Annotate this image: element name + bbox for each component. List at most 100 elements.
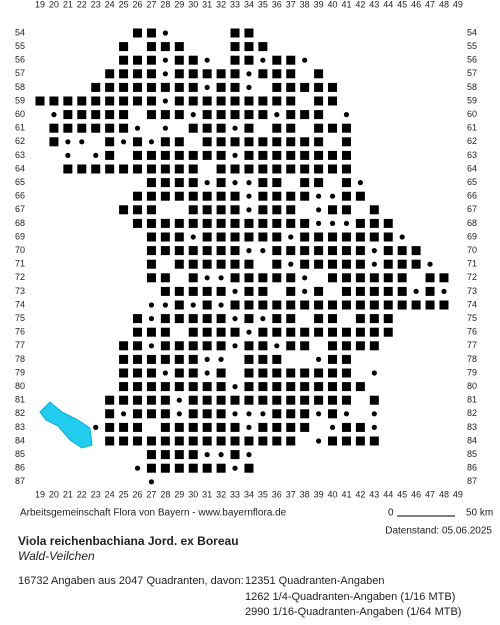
square bbox=[230, 96, 240, 106]
dot bbox=[246, 71, 252, 77]
row-label: 85 bbox=[467, 449, 477, 459]
square bbox=[160, 273, 170, 283]
square bbox=[146, 205, 156, 215]
square bbox=[216, 205, 226, 215]
square bbox=[328, 205, 338, 215]
square bbox=[188, 55, 198, 65]
square bbox=[160, 150, 170, 160]
dot bbox=[302, 275, 308, 281]
square bbox=[244, 55, 254, 65]
square bbox=[91, 82, 101, 92]
dot bbox=[246, 207, 252, 213]
dot bbox=[232, 343, 238, 349]
square bbox=[411, 246, 421, 256]
column-label: 35 bbox=[258, 0, 268, 9]
square bbox=[272, 354, 282, 364]
column-label: 41 bbox=[341, 489, 351, 499]
square bbox=[188, 341, 198, 351]
dot bbox=[260, 411, 266, 417]
square bbox=[230, 395, 240, 405]
square bbox=[202, 110, 212, 120]
column-label: 32 bbox=[216, 489, 226, 499]
square bbox=[160, 327, 170, 337]
square bbox=[230, 42, 240, 52]
square bbox=[314, 327, 324, 337]
row-label: 83 bbox=[467, 422, 477, 432]
dot bbox=[371, 261, 377, 267]
square bbox=[105, 123, 115, 133]
summary-line: 1262 1/4-Quadranten-Angaben (1/16 MTB) bbox=[245, 591, 455, 603]
square bbox=[188, 259, 198, 269]
square bbox=[146, 150, 156, 160]
square bbox=[355, 382, 365, 392]
column-label: 37 bbox=[286, 0, 296, 9]
square bbox=[397, 246, 407, 256]
square bbox=[341, 259, 351, 269]
square bbox=[77, 164, 87, 174]
square bbox=[49, 123, 59, 133]
square bbox=[146, 382, 156, 392]
square bbox=[160, 286, 170, 296]
column-label: 38 bbox=[300, 489, 310, 499]
square bbox=[314, 259, 324, 269]
square bbox=[355, 246, 365, 256]
square bbox=[174, 55, 184, 65]
square bbox=[216, 218, 226, 228]
row-label: 85 bbox=[15, 449, 25, 459]
square bbox=[244, 368, 254, 378]
square bbox=[369, 341, 379, 351]
square bbox=[328, 368, 338, 378]
row-label: 82 bbox=[15, 408, 25, 418]
dot bbox=[246, 248, 252, 254]
dot bbox=[246, 424, 252, 430]
square bbox=[383, 246, 393, 256]
square bbox=[119, 422, 129, 432]
square bbox=[77, 110, 87, 120]
dot bbox=[316, 193, 322, 199]
square bbox=[119, 368, 129, 378]
square bbox=[216, 110, 226, 120]
row-label: 56 bbox=[467, 55, 477, 65]
square bbox=[286, 286, 296, 296]
square bbox=[174, 164, 184, 174]
column-label: 34 bbox=[244, 489, 254, 499]
square bbox=[188, 436, 198, 446]
square bbox=[244, 300, 254, 310]
square bbox=[397, 300, 407, 310]
square bbox=[383, 259, 393, 269]
square bbox=[258, 341, 268, 351]
square bbox=[314, 286, 324, 296]
dot bbox=[148, 316, 155, 322]
square bbox=[133, 164, 143, 174]
square bbox=[300, 422, 310, 432]
column-label: 49 bbox=[453, 0, 463, 9]
dot bbox=[288, 234, 294, 240]
square bbox=[355, 341, 365, 351]
square bbox=[35, 96, 45, 106]
square bbox=[174, 137, 184, 147]
dot bbox=[204, 84, 210, 90]
square bbox=[174, 178, 184, 188]
square bbox=[146, 96, 156, 106]
square bbox=[146, 164, 156, 174]
square bbox=[286, 300, 296, 310]
dot bbox=[316, 356, 322, 362]
dot bbox=[316, 207, 322, 213]
column-label: 39 bbox=[314, 0, 324, 9]
square bbox=[216, 395, 226, 405]
row-label: 71 bbox=[467, 259, 477, 269]
square bbox=[216, 246, 226, 256]
row-label: 70 bbox=[15, 245, 25, 255]
dot bbox=[162, 98, 168, 104]
square bbox=[286, 150, 296, 160]
square bbox=[174, 286, 184, 296]
square bbox=[133, 382, 143, 392]
square bbox=[216, 314, 226, 324]
column-label: 44 bbox=[383, 0, 393, 9]
square bbox=[160, 395, 170, 405]
square bbox=[286, 341, 296, 351]
row-label: 77 bbox=[15, 340, 25, 350]
row-label: 55 bbox=[15, 41, 25, 51]
square bbox=[188, 463, 198, 473]
square bbox=[286, 409, 296, 419]
